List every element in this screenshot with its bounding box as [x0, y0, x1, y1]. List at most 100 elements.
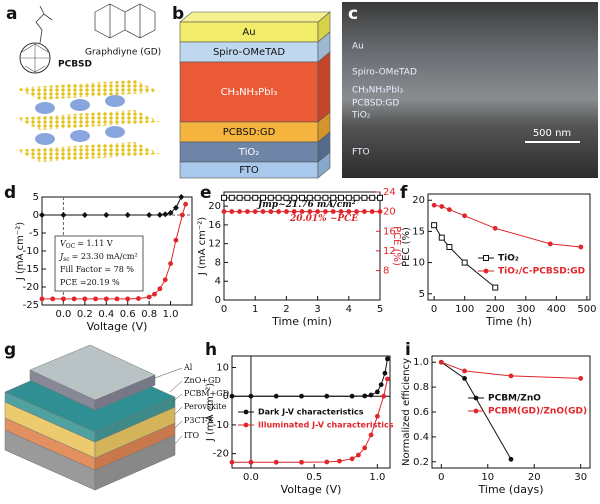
marker [276, 209, 281, 214]
marker [103, 212, 110, 218]
x-tick-label: 2 [283, 304, 289, 315]
marker [385, 356, 390, 362]
series-line [232, 358, 388, 397]
x-tick-label: 1.0 [163, 309, 179, 320]
marker [50, 296, 56, 302]
y-tick-label: -25 [23, 300, 39, 311]
x-axis-label: Voltage (V) [87, 320, 148, 333]
marker [361, 194, 368, 201]
marker [173, 237, 179, 243]
side-chain [35, 5, 53, 44]
marker [284, 209, 289, 214]
gd-sheet [15, 142, 160, 162]
layer-label: P3CT-K [184, 416, 215, 425]
x-tick-label: 100 [455, 304, 474, 315]
marker [291, 194, 298, 201]
marker [462, 376, 467, 381]
marker [330, 194, 337, 201]
marker [237, 209, 243, 214]
marker [268, 209, 274, 214]
marker [508, 456, 514, 462]
legend-marker [243, 422, 249, 428]
x-tick-label: 4 [346, 304, 352, 315]
layer-label: Au [352, 42, 364, 52]
marker [275, 194, 282, 201]
marker [378, 382, 384, 388]
y-tick-label: 20 [208, 201, 221, 212]
y-tick-label: -5 [29, 228, 39, 239]
marker [377, 209, 383, 214]
marker [324, 393, 330, 399]
legend-marker [483, 268, 489, 274]
layer-label: FTO [352, 148, 370, 158]
y-axis-label: J (mA cm⁻²) [15, 222, 26, 281]
x-tick-label: 300 [516, 304, 535, 315]
x-tick-label: 0.0 [243, 472, 259, 483]
panel-g [4, 344, 176, 491]
layer-label: FTO [239, 165, 259, 176]
x-tick-label: 200 [486, 304, 505, 315]
legend-marker [243, 409, 249, 415]
layer-label: ITO [184, 431, 199, 440]
label: Graphdiyne (GD) [85, 48, 161, 58]
x-tick-label: 0 [221, 304, 227, 315]
x-tick-label: 0.8 [141, 309, 157, 320]
y-tick-label: 0.6 [413, 407, 429, 418]
marker [307, 209, 313, 214]
y-tick-label: 8 [215, 257, 221, 268]
y-tick-label: -20 [213, 449, 229, 460]
layer-label: CH₃NH₃PbI₃ [221, 87, 278, 98]
marker [381, 393, 387, 399]
marker [162, 277, 168, 283]
y-tick-label: 10 [216, 362, 229, 373]
y-tick-label: -20 [23, 282, 39, 293]
x-axis-label: Voltage (V) [281, 483, 342, 496]
gd-sheet [15, 110, 160, 130]
x-tick-label: 20 [528, 472, 541, 483]
y2-tick-label: 12 [383, 246, 396, 257]
marker [374, 389, 380, 395]
x-tick-label: 0.4 [98, 309, 114, 320]
annotation-text: 20.01% ~PCE [289, 214, 358, 224]
layer-label: PCBSD:GD [223, 127, 276, 138]
marker [369, 209, 375, 214]
panel-a: PCBSD Graphdiyne (GD) [15, 3, 161, 162]
annotation-symbol: V [60, 239, 67, 248]
y-axis-label: Normalized efficiency [401, 358, 412, 466]
layer-label: Al [183, 363, 193, 372]
panel-letter: e [200, 183, 212, 203]
marker [446, 244, 453, 250]
y2-tick-label: 24 [383, 187, 396, 198]
series-line [441, 361, 581, 379]
marker [283, 194, 290, 201]
leader-lines [154, 367, 183, 445]
marker [81, 212, 88, 218]
marker [369, 194, 376, 201]
marker [152, 291, 157, 297]
annotation: Jsc = 23.30 mA/cm² [58, 252, 138, 263]
marker [362, 209, 367, 214]
legend-label: PCBM(GD)/ZnO(GD) [488, 407, 587, 417]
marker [306, 194, 313, 201]
annotation: Jmp~21.76 mA/cm² [256, 200, 356, 210]
panel-letter: i [405, 340, 411, 360]
marker [492, 284, 499, 291]
y-tick-label: 0 [223, 391, 229, 402]
layer-label: Spiro-OMeTAD [213, 47, 285, 58]
marker [229, 393, 235, 399]
marker [578, 376, 584, 381]
x-tick-label: 0 [438, 472, 444, 483]
marker [338, 209, 344, 214]
marker [431, 202, 437, 208]
marker [252, 209, 258, 214]
y2-tick-label: 8 [383, 266, 389, 277]
gd-lattice [94, 3, 156, 39]
marker [362, 393, 368, 399]
layer-label: Spiro-OMeTAD [352, 68, 417, 78]
plot-frame [231, 355, 391, 469]
marker [267, 194, 274, 201]
y-axis-label: PEC (%) [401, 227, 412, 267]
marker [245, 209, 250, 214]
x-tick-label: 0.5 [306, 472, 322, 483]
annotation-box [54, 235, 144, 292]
